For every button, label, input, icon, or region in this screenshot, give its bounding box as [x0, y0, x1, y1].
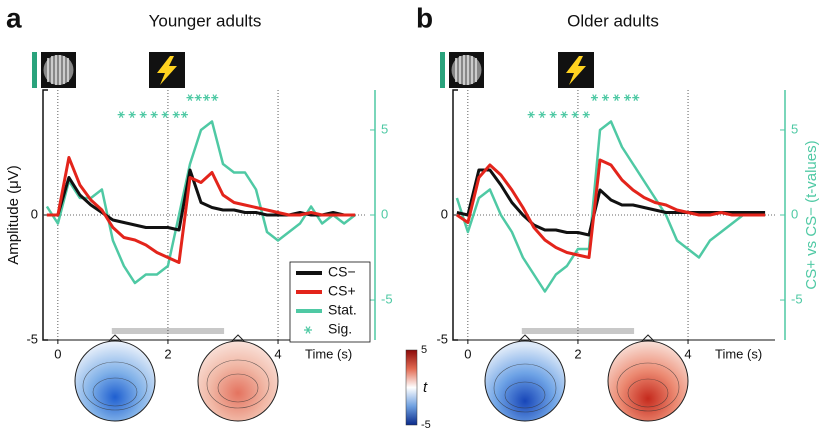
y2-tick-label: -5	[791, 291, 803, 306]
series-line	[46, 168, 356, 232]
colorbar-tick-label: -5	[421, 419, 431, 431]
sig-marker	[180, 111, 188, 119]
x-tick-label: 2	[574, 346, 581, 361]
sig-marker	[194, 94, 202, 101]
legend-box	[289, 261, 371, 343]
chart-title: Younger adults	[149, 11, 262, 30]
series-line	[46, 156, 356, 264]
sig-marker	[161, 111, 169, 119]
sig-marker	[590, 94, 598, 101]
y2-axis-label: CS+ vs CS− (t-values)	[803, 140, 820, 289]
sig-marker	[582, 111, 590, 119]
series-line	[456, 158, 766, 259]
sig-marker	[601, 94, 609, 101]
sig-marker	[117, 111, 125, 119]
y2-tick-label: 5	[381, 121, 388, 136]
sig-marker	[202, 94, 210, 101]
y-tick-label: -5	[26, 331, 38, 346]
sig-marker	[538, 111, 546, 119]
y2-tick-label: 0	[791, 206, 798, 221]
legend-label: CS+	[328, 283, 356, 299]
sig-marker	[186, 94, 194, 101]
panel-letter: a	[6, 2, 22, 33]
y-tick-label: 0	[441, 206, 448, 221]
x-tick-label: 4	[684, 346, 691, 361]
sig-marker	[211, 94, 219, 101]
sig-marker	[612, 94, 620, 101]
sig-marker	[139, 111, 147, 119]
sig-marker	[623, 94, 631, 101]
x-axis-label: Time (s)	[305, 346, 352, 361]
sig-marker	[549, 111, 557, 119]
series-line	[455, 120, 766, 293]
y-tick-label: 0	[31, 206, 38, 221]
panel-letter: b	[416, 2, 433, 33]
sig-marker	[150, 111, 158, 119]
chart-title: Older adults	[567, 11, 659, 30]
x-tick-label: 2	[164, 346, 171, 361]
colorbar-label: t	[423, 379, 428, 396]
colorbar	[405, 349, 418, 426]
sig-marker	[128, 111, 136, 119]
sig-marker	[172, 111, 180, 119]
sig-marker	[560, 111, 568, 119]
y2-tick-label: 5	[791, 121, 798, 136]
x-tick-label: 0	[464, 346, 471, 361]
x-tick-label: 4	[274, 346, 281, 361]
sig-marker	[632, 94, 640, 101]
series-line	[45, 120, 356, 285]
colorbar-tick-label: 5	[421, 344, 427, 356]
y2-tick-label: -5	[381, 291, 393, 306]
x-tick-label: 0	[54, 346, 61, 361]
x-axis-label: Time (s)	[715, 346, 762, 361]
y-tick-label: -5	[436, 331, 448, 346]
y-axis-label: Amplitude (μV)	[5, 165, 22, 265]
topoplots	[74, 334, 689, 422]
sig-marker	[571, 111, 579, 119]
stimulus-icons	[32, 52, 594, 88]
legend-label: Sig.	[328, 321, 352, 337]
legend-label: Stat.	[328, 302, 357, 318]
y2-tick-label: 0	[381, 206, 388, 221]
sig-marker	[527, 111, 535, 119]
series-line	[456, 168, 766, 237]
legend-label: CS−	[328, 264, 356, 280]
legend-swatch	[304, 326, 312, 334]
